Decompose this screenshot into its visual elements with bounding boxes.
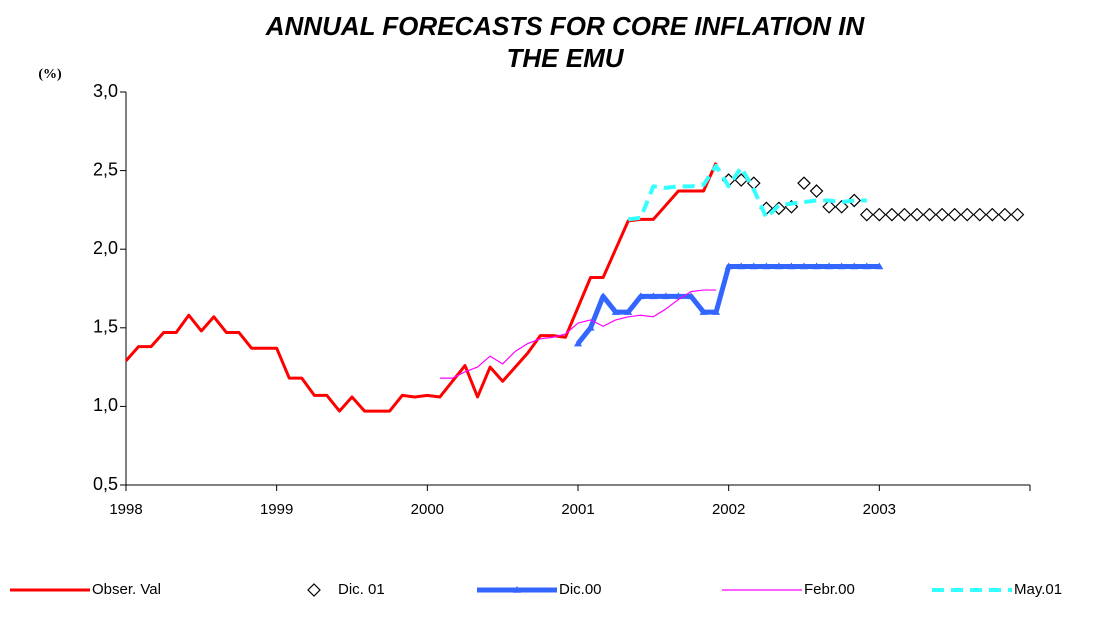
triangle-marker	[875, 262, 884, 270]
diamond-marker	[998, 207, 1012, 222]
y-tick-label: 1,0	[93, 395, 118, 415]
diamond-marker	[922, 207, 937, 222]
diamond-marker	[847, 193, 862, 208]
diamond-marker	[872, 207, 887, 222]
y-tick-label: 2,0	[93, 238, 118, 258]
triangle-marker	[825, 262, 834, 270]
x-tick-label: 2003	[863, 501, 896, 518]
diamond-marker	[809, 184, 824, 198]
triangle-marker	[787, 262, 796, 270]
diamond-marker	[834, 199, 849, 214]
legend-label: May.01	[1014, 581, 1062, 598]
legend-label: Dic.00	[559, 581, 602, 598]
y-tick-label: 0,5	[93, 474, 118, 494]
x-tick-label: 1998	[109, 501, 142, 518]
triangle-marker	[624, 308, 633, 315]
y-tick-label: 3,0	[93, 81, 118, 101]
series-line	[439, 289, 717, 379]
y-axis-label: (%)	[38, 67, 62, 82]
legend-label: Dic. 01	[338, 581, 385, 598]
triangle-marker	[749, 262, 758, 270]
triangle-marker	[574, 339, 582, 347]
diamond-marker	[885, 207, 899, 222]
triangle-marker	[586, 323, 595, 331]
diamond-marker	[972, 207, 987, 222]
diamond-marker	[910, 207, 924, 222]
triangle-marker	[599, 292, 608, 300]
diamond-marker	[985, 207, 1000, 222]
diamond-marker	[822, 199, 836, 214]
triangle-marker	[850, 262, 859, 270]
series-line	[627, 163, 867, 222]
chart-title: ANNUAL FORECASTS FOR CORE INFLATION IN T…	[265, 11, 865, 73]
legend-marker	[513, 586, 521, 593]
diamond-marker	[897, 207, 912, 222]
triangle-marker	[862, 262, 871, 270]
triangle-marker	[724, 262, 733, 270]
triangle-marker	[661, 292, 670, 300]
triangle-marker	[712, 308, 721, 315]
x-tick-label: 2001	[561, 501, 594, 518]
triangle-marker	[699, 308, 708, 315]
series-line	[576, 263, 880, 346]
x-tick-label: 2002	[712, 501, 745, 518]
diamond-marker	[859, 207, 874, 222]
y-tick-label: 2,5	[93, 159, 118, 179]
triangle-marker	[649, 292, 658, 300]
triangle-marker	[812, 262, 821, 270]
legend-label: Obser. Val	[92, 581, 161, 598]
diamond-marker	[935, 207, 949, 222]
diamond-marker	[772, 201, 786, 216]
diamond-marker	[1010, 207, 1025, 222]
triangle-marker	[837, 262, 846, 270]
triangle-marker	[800, 262, 808, 270]
x-tick-label: 2000	[411, 501, 444, 518]
diamond-marker	[947, 207, 962, 222]
triangle-marker	[674, 292, 683, 300]
triangle-marker	[611, 308, 620, 315]
triangle-marker	[687, 292, 695, 300]
diamond-marker	[960, 207, 975, 222]
triangle-marker	[636, 292, 645, 300]
legend-label: Febr.00	[804, 581, 855, 598]
legend-swatch	[307, 583, 321, 597]
x-tick-label: 1999	[260, 501, 293, 518]
y-tick-label: 1,5	[93, 317, 118, 337]
triangle-marker	[774, 262, 783, 270]
triangle-marker	[737, 262, 746, 270]
series-line	[124, 162, 718, 413]
diamond-marker	[797, 176, 811, 191]
triangle-marker	[762, 262, 771, 270]
